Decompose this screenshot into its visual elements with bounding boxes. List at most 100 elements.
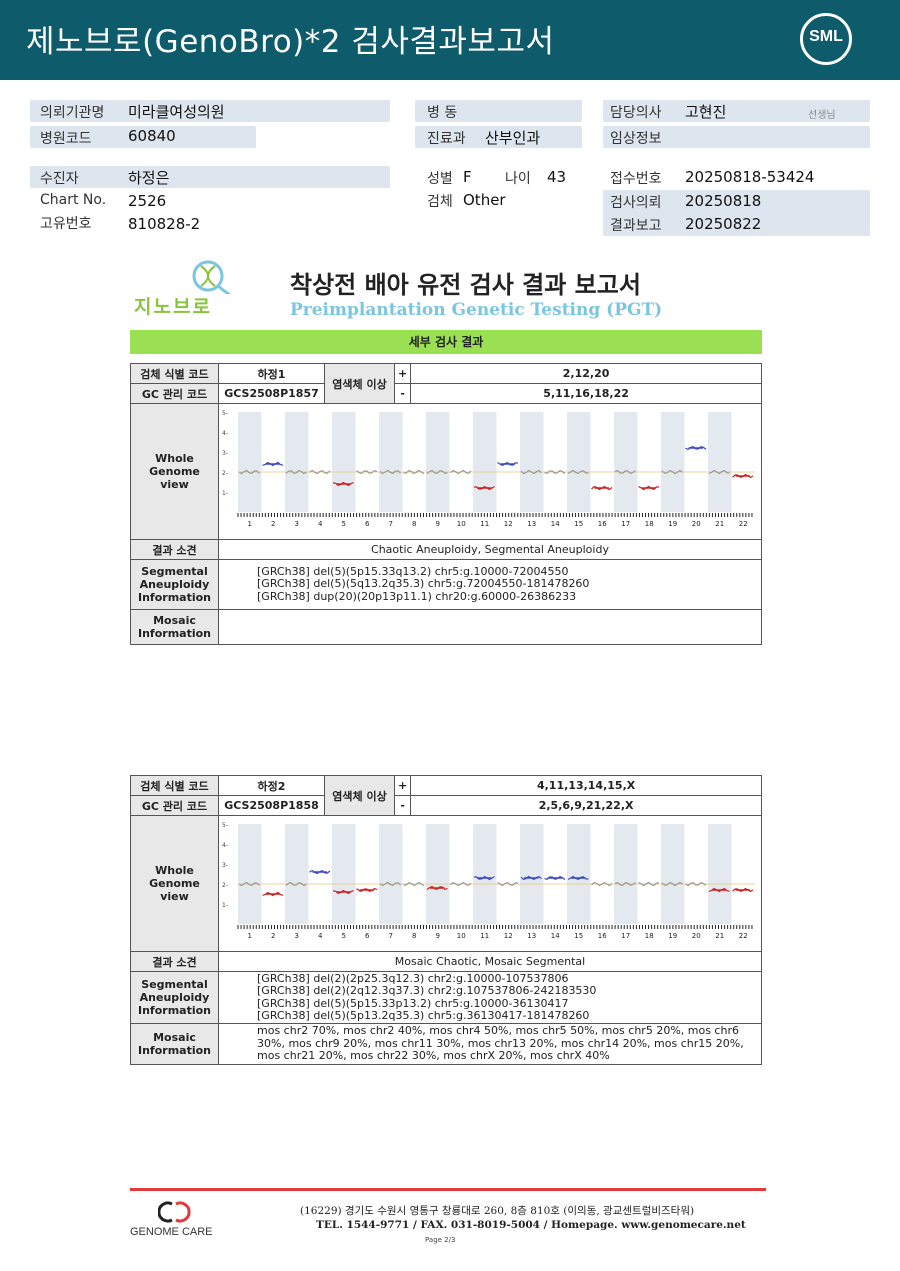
x-tick-label: 1 — [248, 932, 252, 940]
sample-table-2: 검체 식별 코드 하정2 염색체 이상 + 4,11,13,14,15,X GC… — [130, 775, 762, 1065]
chromosome-band — [473, 824, 497, 924]
chromosome-band — [567, 824, 591, 924]
age-value: 43 — [547, 168, 567, 186]
report-title: 제노브로(GenoBro)*2 검사결과보고서 — [26, 24, 555, 60]
clinical-row — [603, 126, 870, 148]
gc-code-value: GCS2508P1858 — [218, 795, 325, 816]
x-tick-label: 9 — [436, 520, 440, 528]
whole-genome-chart-cell: 5- 4- 3- 2- 1- 1 2 3 4 5 6 7 8 9 10 11 12 13 14 15 16 17 18 19 2… — [218, 403, 762, 540]
hosp-code-value: 60840 — [128, 127, 176, 145]
cn-trace — [614, 469, 636, 474]
segmental-line: [GRCh38] del(5)(5p15.33p13.2) chr5:g.100… — [257, 996, 569, 1010]
x-tick-label: 13 — [527, 520, 536, 528]
y-tick-label: 1- — [222, 902, 228, 909]
req-value: 20250818 — [685, 192, 762, 210]
cn-trace — [450, 881, 472, 887]
sml-logo: SML — [800, 13, 852, 65]
cn-trace — [661, 469, 683, 475]
x-tick-label: 4 — [318, 520, 323, 528]
x-tick-label: 11 — [480, 932, 489, 940]
chromosome-band — [332, 824, 356, 924]
chromosome-band — [426, 412, 450, 512]
x-tick-label: 19 — [668, 932, 677, 940]
doctor-value: 고현진 — [685, 103, 727, 121]
genome-care-icon — [158, 1201, 191, 1223]
chromosome-band — [473, 412, 497, 512]
specimen-label: 검체 — [427, 194, 453, 210]
cn-trace — [661, 881, 683, 887]
clinical-label: 임상정보 — [610, 131, 662, 147]
age-label: 나이 — [505, 171, 531, 187]
chromosome-band — [379, 412, 403, 512]
chromosome-band — [285, 824, 309, 924]
cn-trace — [497, 881, 519, 887]
x-tick-label: 11 — [480, 520, 489, 528]
recv-label: 접수번호 — [610, 171, 662, 187]
x-tick-label: 19 — [668, 520, 677, 528]
chromosome-band — [238, 412, 262, 512]
dept-value: 산부인과 — [485, 129, 541, 147]
x-tick-label: 18 — [645, 520, 654, 528]
cn-trace — [238, 881, 260, 887]
cn-trace — [450, 469, 472, 475]
x-tick-label: 17 — [621, 520, 630, 528]
x-tick-label: 8 — [412, 932, 416, 940]
x-tick-label: 14 — [551, 932, 560, 940]
sample-code-value: 하정2 — [218, 775, 325, 796]
whole-genome-chart: 5-4-3-2-1-1 2 3 4 5 6 7 8 9 10 11 12 13 14 15 16 17 18 19 2… — [222, 822, 755, 940]
chart-label: Chart No. — [40, 192, 107, 208]
x-tick-label: 14 — [551, 520, 560, 528]
chromosome-band — [614, 412, 638, 512]
chromosome-band — [614, 824, 638, 924]
segmental-label: Segmental Aneuploidy Information — [130, 559, 219, 610]
x-tick-label: 10 — [457, 932, 466, 940]
x-tick-label: 13 — [527, 932, 536, 940]
chart-value: 2526 — [128, 192, 167, 210]
hospital-label: 의뢰기관명 — [40, 105, 105, 121]
mosaic-value: mos chr2 70%, mos chr2 40%, mos chr4 50%… — [218, 1023, 762, 1065]
sample-table-1: 검체 식별 코드 하정1 염색체 이상 + 2,12,20 GC 관리 코드 G… — [130, 363, 762, 645]
gain-value: 2,12,20 — [410, 363, 762, 384]
cn-trace — [403, 881, 425, 887]
report-value: 20250822 — [685, 215, 762, 233]
dept-label: 진료과 — [427, 131, 466, 147]
y-tick-label: 5- — [222, 410, 228, 417]
x-tick-label: 20 — [692, 932, 701, 940]
x-tick-label: 5 — [342, 932, 346, 940]
segmental-line: [GRCh38] del(2)(2q12.3q37.3) chr2:g.1075… — [257, 984, 597, 998]
cn-trace — [567, 469, 589, 475]
dates-row — [603, 190, 870, 236]
y-tick-label: 4- — [222, 842, 228, 849]
uid-value: 810828-2 — [128, 215, 201, 233]
chrom-abn-label: 염색체 이상 — [324, 363, 395, 404]
x-tick-label: 15 — [574, 520, 583, 528]
gc-code-value: GCS2508P1857 — [218, 383, 325, 404]
x-tick-label: 2 — [271, 932, 275, 940]
cn-trace — [426, 469, 448, 474]
x-tick-label: 16 — [598, 520, 607, 528]
header-bar: 제노브로(GenoBro)*2 검사결과보고서 SML — [0, 0, 900, 80]
chromosome-band — [426, 824, 450, 924]
cn-trace — [285, 470, 307, 475]
result-value: Chaotic Aneuploidy, Segmental Aneuploidy — [218, 539, 762, 560]
loss-value: 5,11,16,18,22 — [410, 383, 762, 404]
y-tick-label: 2- — [222, 470, 228, 477]
x-tick-label: 9 — [436, 932, 440, 940]
x-tick-label: 12 — [504, 520, 513, 528]
gc-code-label: GC 관리 코드 — [130, 795, 219, 816]
page-number: Page 2/3 — [425, 1236, 456, 1244]
x-tick-label: 22 — [739, 520, 748, 528]
chromosome-band — [238, 824, 262, 924]
sex-label: 성별 — [427, 171, 453, 187]
cn-trace — [638, 881, 660, 887]
cn-trace — [591, 881, 613, 887]
pgt-subtitle: Preimplantation Genetic Testing (PGT) — [290, 300, 663, 320]
doctor-suffix: 선생님 — [808, 110, 836, 121]
hospital-value: 미라클여성의원 — [128, 103, 225, 121]
genobro-logo: 지노브로 — [130, 258, 250, 318]
footer-contact: TEL. 1544-9771 / FAX. 031-8019-5004 / Ho… — [316, 1219, 746, 1231]
chrom-abn-label: 염색체 이상 — [324, 775, 395, 816]
gc-code-label: GC 관리 코드 — [130, 383, 219, 404]
x-tick-label: 3 — [295, 932, 299, 940]
x-tick-label: 6 — [365, 520, 370, 528]
